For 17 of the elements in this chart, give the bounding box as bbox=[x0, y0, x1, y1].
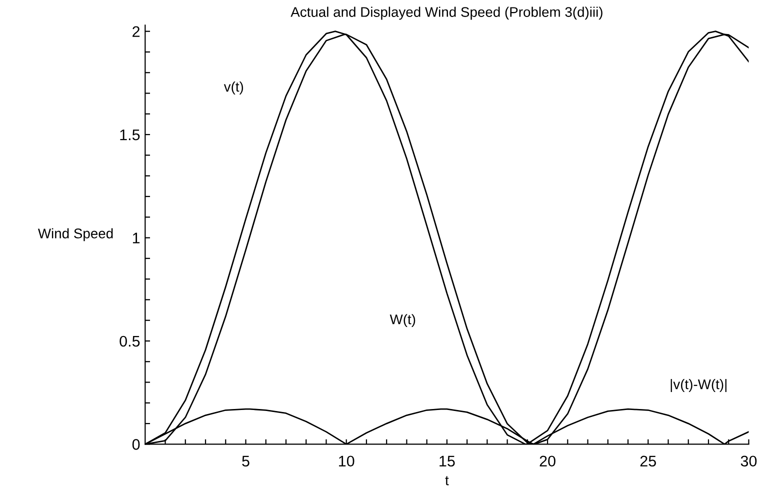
annotation: W(t) bbox=[390, 314, 416, 328]
x-tick-label: 25 bbox=[640, 456, 656, 467]
y-tick-label: 1 bbox=[132, 232, 140, 244]
x-tick-label: 20 bbox=[540, 456, 556, 467]
annotation: |v(t)-W(t)| bbox=[670, 379, 726, 392]
x-tick-label: 30 bbox=[740, 456, 757, 467]
annotation: v(t) bbox=[224, 82, 244, 94]
y-axis-title: Wind Speed bbox=[38, 228, 113, 242]
y-tick-label: 2 bbox=[132, 26, 140, 37]
x-axis-title: t bbox=[445, 476, 449, 486]
y-tick-label: 0.5 bbox=[120, 336, 140, 347]
x-tick-label: 10 bbox=[339, 456, 354, 467]
y-tick-label: 0 bbox=[132, 439, 140, 450]
y-tick-label: 1.5 bbox=[120, 130, 140, 140]
chart-title: Actual and Displayed Wind Speed (Problem 3(d)iii) bbox=[290, 6, 602, 20]
x-tick-label: 5 bbox=[242, 456, 250, 467]
x-tick-label: 15 bbox=[440, 456, 455, 467]
